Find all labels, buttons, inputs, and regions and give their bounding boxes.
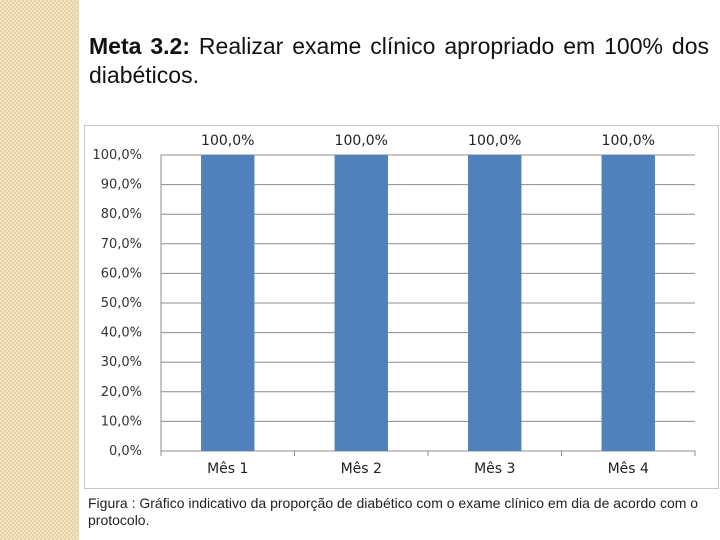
- bar: [468, 155, 522, 451]
- y-tick-label: 90,0%: [101, 178, 142, 193]
- bar-data-label: 100,0%: [201, 133, 254, 149]
- bar: [334, 155, 388, 451]
- y-tick-label: 100,0%: [92, 148, 142, 163]
- y-tick-label: 10,0%: [101, 414, 142, 429]
- heading-goal-text: Realizar exame clínico apropriado em 100…: [89, 33, 709, 88]
- y-tick-label: 50,0%: [101, 296, 142, 311]
- figure-caption: Figura : Gráfico indicativo da proporção…: [88, 495, 699, 528]
- y-tick-label: 80,0%: [101, 207, 142, 222]
- bar-chart: 0,0% 10,0% 20,0% 30,0% 40,0% 50,0% 60,0% 70,0% 8…: [92, 133, 696, 477]
- y-tick-label: 30,0%: [101, 355, 142, 370]
- bar-data-label: 100,0%: [468, 133, 521, 149]
- bar-data-label: 100,0%: [602, 133, 655, 149]
- bar-data-label: 100,0%: [335, 133, 388, 149]
- x-category-label: Mês 2: [341, 461, 382, 477]
- y-tick-label: 60,0%: [101, 266, 142, 281]
- x-category-label: Mês 3: [474, 461, 515, 477]
- decorative-side-strip: [0, 0, 79, 540]
- chart-area: 0,0% 10,0% 20,0% 30,0% 40,0% 50,0% 60,0% 70,0% 8…: [84, 125, 719, 489]
- y-tick-label: 40,0%: [101, 326, 142, 341]
- x-category-label: Mês 4: [608, 461, 649, 477]
- slide-heading: Meta 3.2: Realizar exame clínico apropri…: [89, 32, 709, 90]
- bar: [601, 155, 655, 451]
- x-category-label: Mês 1: [207, 461, 248, 477]
- y-tick-label: 0,0%: [109, 444, 142, 459]
- y-tick-label: 20,0%: [101, 385, 142, 400]
- bar: [201, 155, 255, 451]
- heading-goal-label: Meta 3.2:: [89, 33, 190, 59]
- y-tick-label: 70,0%: [101, 237, 142, 252]
